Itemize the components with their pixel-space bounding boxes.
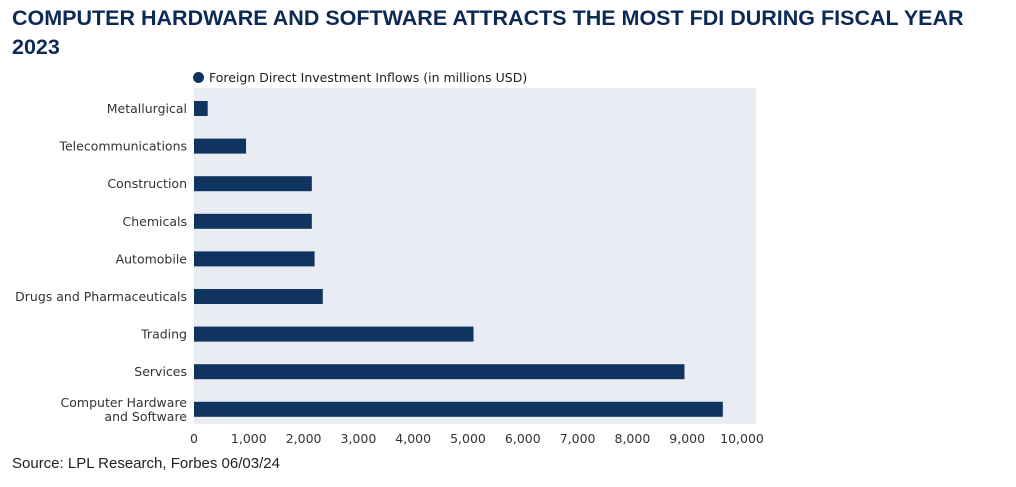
bar-automobile <box>194 251 315 267</box>
x-tick-label: 9,000 <box>669 431 705 446</box>
x-tick-label: 2,000 <box>286 431 322 446</box>
category-label: Services <box>134 364 187 379</box>
x-tick-label: 3,000 <box>341 431 377 446</box>
bar-drugs-and-pharmaceuticals <box>194 289 323 304</box>
category-label: Trading <box>140 327 187 342</box>
x-tick-label: 10,000 <box>720 431 764 446</box>
legend-label: Foreign Direct Investment Inflows (in mi… <box>209 70 528 85</box>
chart-legend: Foreign Direct Investment Inflows (in mi… <box>193 70 527 85</box>
x-tick-label: 5,000 <box>450 431 486 446</box>
x-axis-tick-labels: 0 1,000 2,000 3,000 4,000 5,000 6,000 7,000 8,00… <box>190 431 764 446</box>
bar-construction <box>194 176 312 192</box>
x-tick-label: 1,000 <box>231 431 267 446</box>
category-label: Metallurgical <box>107 101 187 116</box>
x-tick-label: 0 <box>190 431 198 446</box>
x-tick-label: 4,000 <box>395 431 431 446</box>
x-tick-label: 6,000 <box>505 431 541 446</box>
bar-services <box>194 364 685 380</box>
x-tick-label: 8,000 <box>615 431 651 446</box>
x-tick-label: 7,000 <box>560 431 596 446</box>
source-note: Source: LPL Research, Forbes 06/03/24 <box>12 455 280 472</box>
bar-computer-hardware-and-software <box>194 401 723 417</box>
category-label: Computer Hardware and Software <box>61 395 188 424</box>
category-label: Chemicals <box>122 214 187 229</box>
bar-chemicals <box>194 213 312 229</box>
category-label: Construction <box>107 176 187 191</box>
bars <box>194 101 723 417</box>
category-label: Drugs and Pharmaceuticals <box>15 289 187 304</box>
legend-marker <box>193 72 204 83</box>
bar-telecommunications <box>194 138 247 154</box>
category-label: Automobile <box>116 251 188 266</box>
category-label: Telecommunications <box>58 139 187 154</box>
category-labels: Metallurgical Telecommunications Construct… <box>15 101 187 424</box>
bar-metallurgical <box>194 101 208 116</box>
bar-trading <box>194 326 474 342</box>
chart-title: COMPUTER HARDWARE AND SOFTWARE ATTRACTS … <box>12 6 964 59</box>
